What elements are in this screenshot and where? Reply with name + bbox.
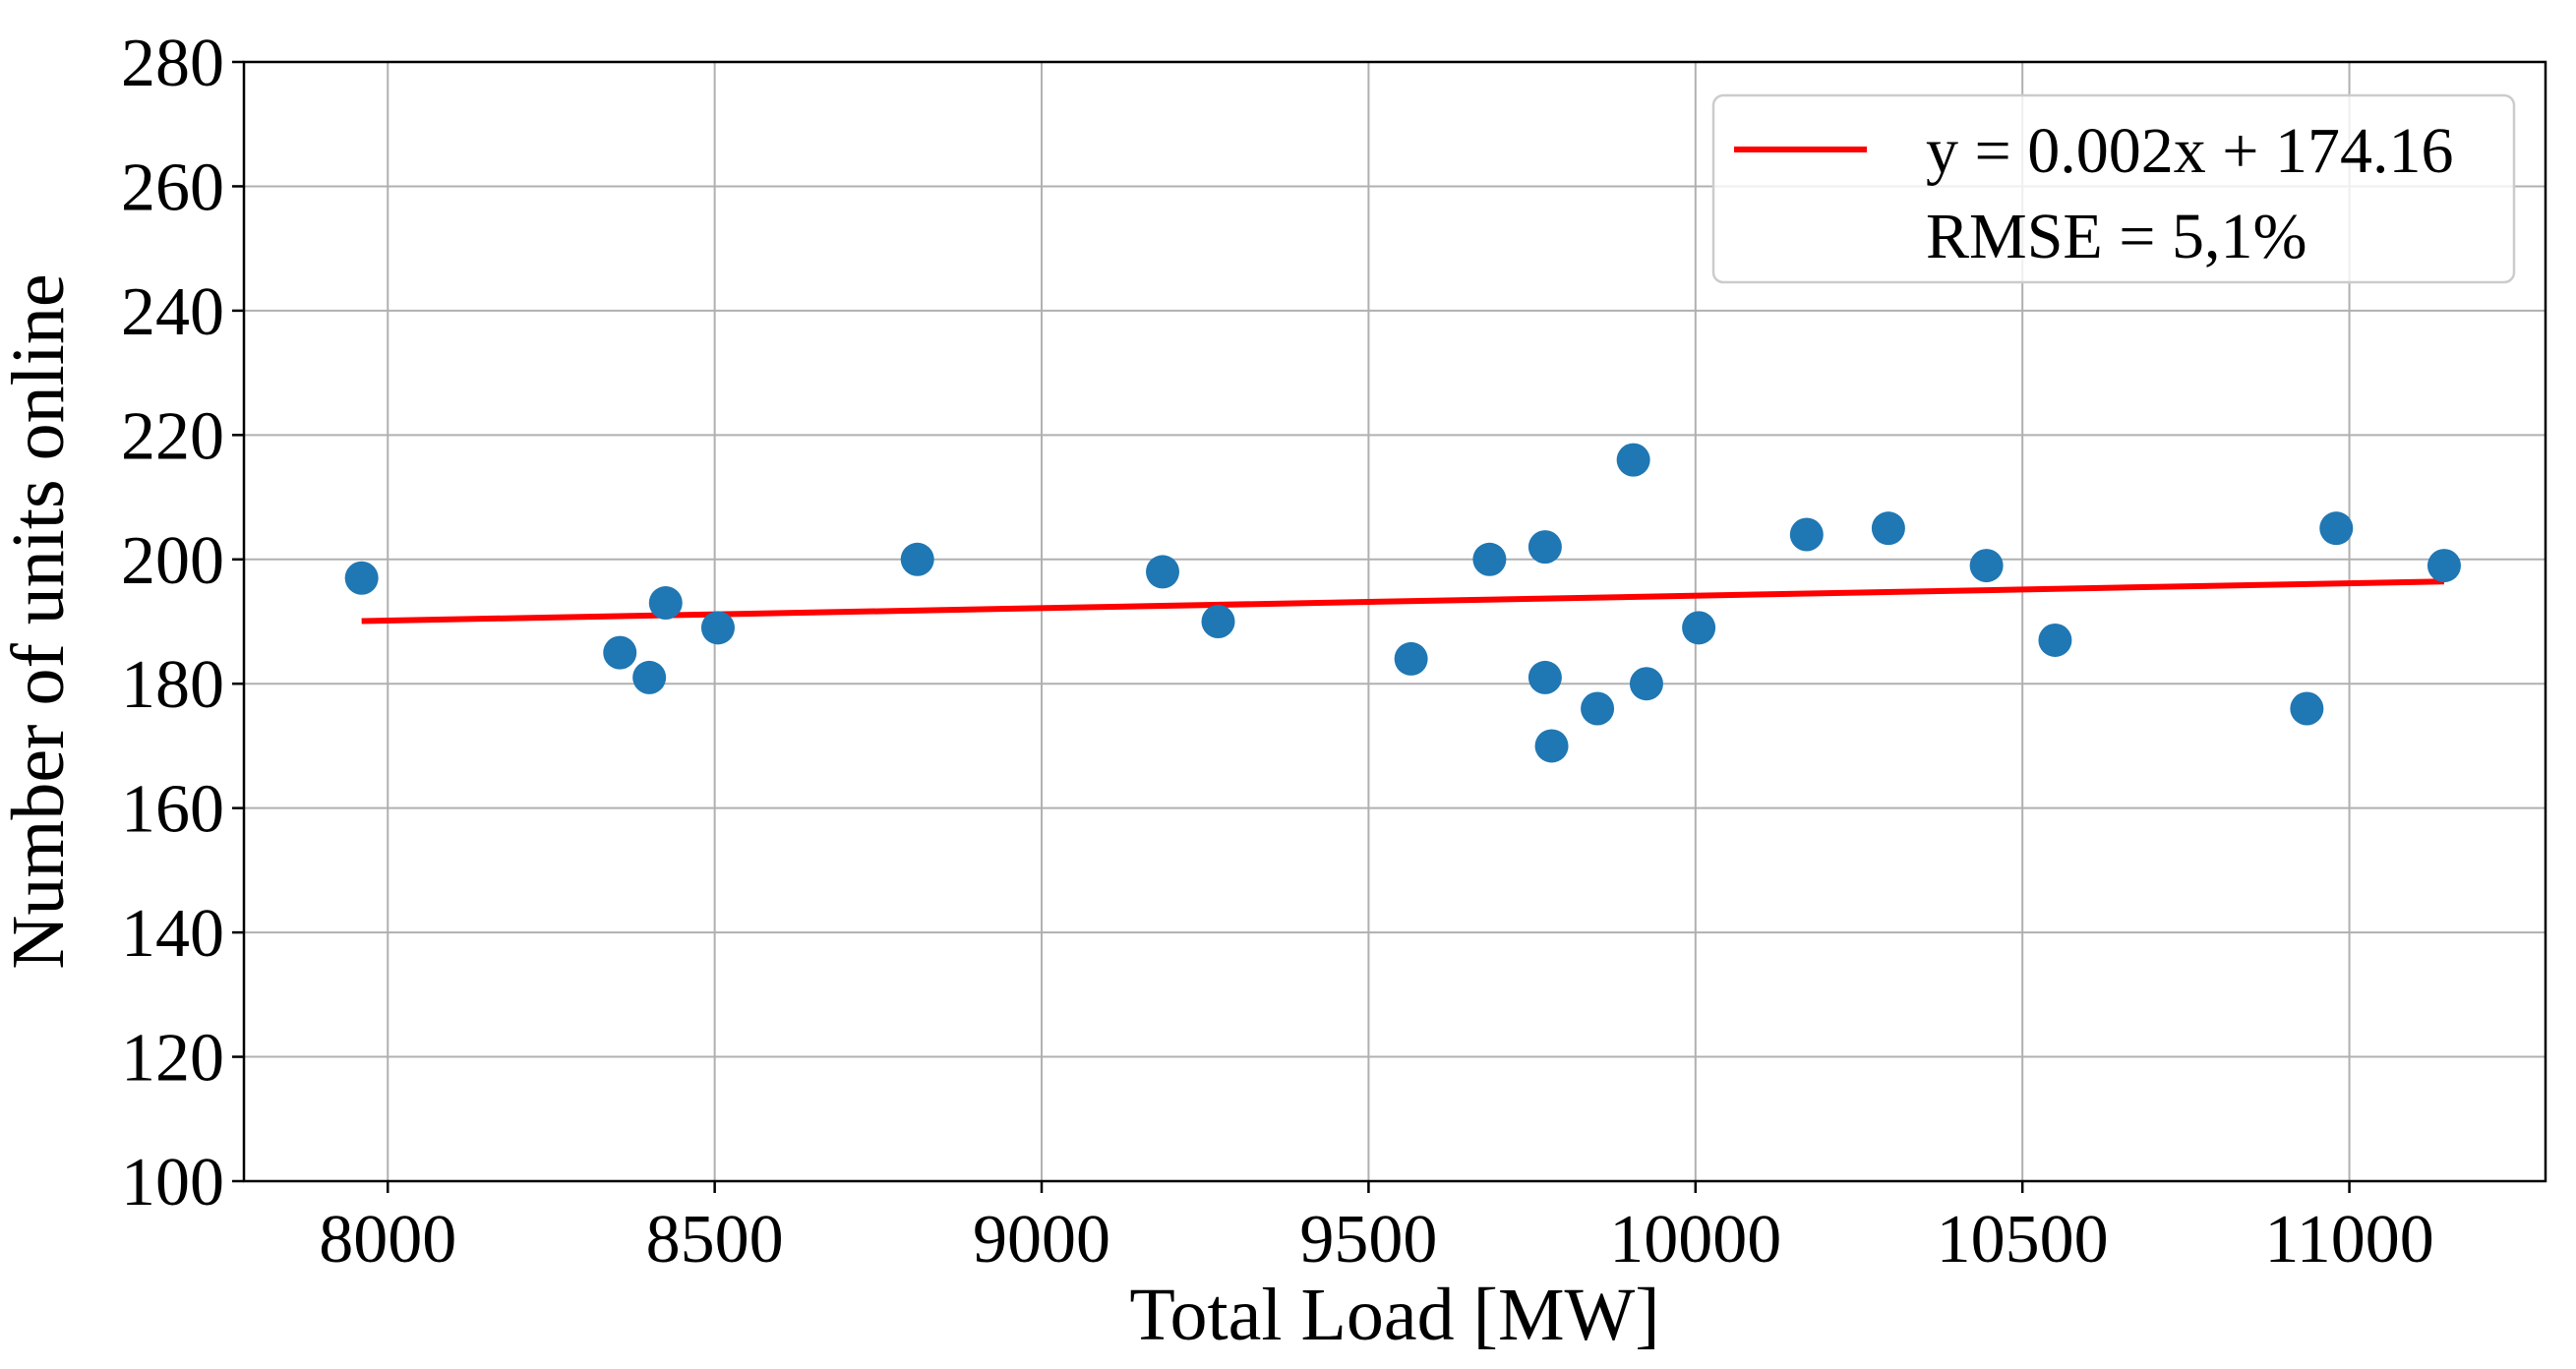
legend: y = 0.002x + 174.16 RMSE = 5,1%: [1711, 93, 2516, 284]
y-tick-label: 240: [121, 274, 224, 350]
scatter-point: [1201, 605, 1235, 638]
axes: [232, 60, 2547, 1193]
y-tick-label: 160: [121, 772, 224, 848]
scatter-point: [1969, 549, 2004, 583]
scatter-point: [1146, 555, 1180, 589]
legend-equation: y = 0.002x + 174.16: [1926, 115, 2453, 187]
scatter-point: [1528, 530, 1562, 565]
tick-labels: 8000 8500 9000 9500 10000 10500 11000 100 120 140…: [121, 26, 2434, 1278]
x-tick-label: 11000: [2264, 1202, 2433, 1278]
scatter-point: [632, 660, 667, 694]
scatter-point: [2038, 623, 2072, 657]
scatter-point: [1682, 611, 1716, 645]
scatter-point: [700, 611, 735, 645]
scatter-point: [1394, 641, 1428, 676]
y-tick-label: 220: [121, 398, 224, 474]
y-tick-label: 180: [121, 647, 224, 723]
scatter-point: [1629, 667, 1663, 701]
x-tick-label: 10000: [1609, 1202, 1781, 1278]
legend-box: [1711, 93, 2516, 284]
plot-frame: [242, 60, 2547, 1183]
scatter-point: [1616, 443, 1650, 477]
x-tick-label: 9500: [1299, 1202, 1437, 1278]
scatter-point: [1472, 542, 1507, 576]
y-tick-label: 120: [121, 1021, 224, 1097]
scatter-point: [1871, 511, 1905, 546]
x-axis-label: Total Load [MW]: [1129, 1274, 1659, 1356]
scatter-point: [344, 561, 379, 595]
y-tick-label: 100: [121, 1145, 224, 1220]
y-tick-label: 140: [121, 896, 224, 972]
scatter-point: [2290, 691, 2324, 726]
scatter-point: [603, 635, 637, 670]
y-tick-label: 260: [121, 149, 224, 225]
y-tick-label: 200: [121, 523, 224, 599]
y-tick-label: 280: [121, 26, 224, 101]
scatter-point: [2319, 511, 2354, 546]
x-tick-label: 8500: [646, 1202, 784, 1278]
scatter-point: [648, 586, 683, 621]
x-tick-label: 8000: [319, 1202, 456, 1278]
x-tick-label: 9000: [973, 1202, 1110, 1278]
legend-rmse: RMSE = 5,1%: [1926, 201, 2306, 272]
scatter-point: [2426, 549, 2461, 583]
scatter-point: [1581, 691, 1615, 726]
x-tick-label: 10500: [1937, 1202, 2109, 1278]
scatter-point: [1789, 517, 1824, 552]
scatter-point: [900, 542, 934, 576]
scatter-point: [1528, 660, 1562, 694]
data-points: [344, 443, 2461, 763]
y-axis-label: Number of units online: [0, 273, 80, 969]
scatter-point: [1534, 729, 1569, 763]
